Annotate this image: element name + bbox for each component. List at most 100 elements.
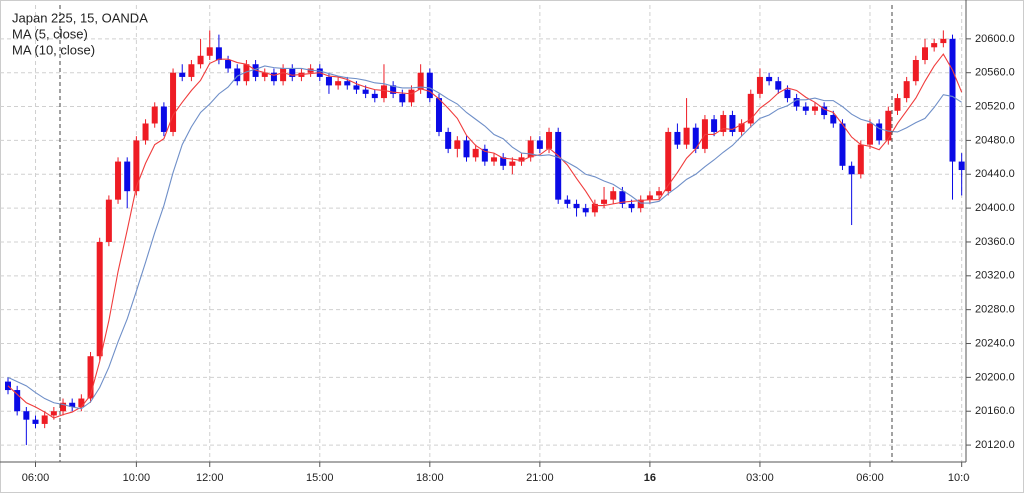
- candle-body: [188, 64, 195, 77]
- candle-body: [720, 115, 727, 132]
- x-tick-label: 10:00: [948, 472, 976, 484]
- candle-body: [289, 68, 296, 77]
- candle-body: [142, 123, 149, 141]
- candle-body: [674, 131, 681, 145]
- candle-body: [582, 208, 589, 213]
- candle-body: [69, 402, 76, 407]
- candle-body: [234, 68, 241, 82]
- candle-body: [105, 199, 112, 242]
- legend-entry: MA (5, close): [12, 26, 88, 41]
- candle-body: [23, 411, 30, 420]
- candle-body: [325, 76, 332, 86]
- ma-line: [7, 53, 963, 419]
- candle-body: [371, 93, 378, 99]
- y-tick-label: 20280.0: [975, 304, 1015, 316]
- y-tick-label: 20360.0: [975, 236, 1015, 248]
- candle-body: [711, 119, 718, 132]
- x-tick-label: 03:00: [746, 472, 774, 484]
- y-tick-label: 20160.0: [975, 405, 1015, 417]
- candle-body: [527, 140, 534, 158]
- candle-body: [160, 106, 167, 132]
- candle-body: [215, 47, 222, 61]
- legend-entry: MA (10, close): [12, 42, 95, 57]
- x-tick-label: 12:00: [196, 472, 224, 484]
- candle-body: [344, 81, 351, 86]
- candle-body: [225, 60, 232, 69]
- candle-body: [692, 127, 699, 149]
- candle-body: [197, 55, 204, 65]
- candle-body: [848, 165, 855, 175]
- candle-body: [353, 85, 360, 90]
- candle-body: [894, 98, 901, 111]
- y-tick-label: 20440.0: [975, 168, 1015, 180]
- candle-body: [179, 72, 186, 77]
- y-tick-label: 20480.0: [975, 134, 1015, 146]
- candle-body: [14, 390, 21, 412]
- x-tick-label: 18:00: [416, 472, 444, 484]
- candle-body: [243, 64, 250, 82]
- candle-body: [536, 140, 543, 149]
- candle-body: [509, 161, 516, 166]
- candle-body: [60, 402, 67, 412]
- candle-body: [380, 85, 387, 99]
- candle-body: [738, 123, 745, 132]
- candle-body: [756, 76, 763, 94]
- candle-body: [802, 106, 809, 111]
- candle-body: [949, 38, 956, 162]
- candle-body: [390, 85, 397, 94]
- x-tick-label: 16: [644, 472, 656, 484]
- y-tick-label: 20560.0: [975, 67, 1015, 79]
- candle-body: [426, 72, 433, 99]
- candle-body: [481, 148, 488, 162]
- y-tick-label: 20320.0: [975, 270, 1015, 282]
- candle-body: [821, 106, 828, 116]
- candle-body: [811, 106, 818, 111]
- candle-body: [766, 76, 773, 82]
- candle-body: [5, 381, 11, 391]
- candle-body: [866, 123, 873, 145]
- candle-body: [500, 157, 507, 166]
- candle-body: [857, 144, 864, 175]
- candle-body: [793, 98, 800, 107]
- candle-body: [903, 81, 910, 99]
- candle-body: [729, 115, 736, 132]
- candle-body: [885, 110, 892, 141]
- candle-body: [637, 199, 644, 209]
- y-tick-label: 20240.0: [975, 337, 1015, 349]
- candle-body: [601, 199, 608, 204]
- candle-body: [335, 81, 342, 86]
- candle-body: [940, 38, 947, 44]
- candle-body: [491, 157, 498, 162]
- x-tick-label: 15:00: [306, 472, 334, 484]
- x-tick-label: 21:00: [526, 472, 554, 484]
- candle-body: [747, 93, 754, 124]
- candle-body: [958, 161, 965, 171]
- y-tick-label: 20600.0: [975, 33, 1015, 45]
- candle-body: [32, 419, 39, 424]
- candle-body: [270, 72, 277, 82]
- candle-body: [931, 43, 938, 48]
- candle-body: [876, 123, 883, 141]
- candle-body: [417, 72, 424, 90]
- x-tick-label: 06:00: [22, 472, 50, 484]
- candle-body: [784, 89, 791, 99]
- candle-body: [472, 148, 479, 158]
- candle-body: [839, 123, 846, 166]
- candle-body: [775, 81, 782, 90]
- candle-body: [96, 241, 103, 357]
- candle-body: [50, 411, 57, 416]
- candle-body: [115, 161, 122, 200]
- candle-body: [408, 89, 415, 103]
- candle-body: [151, 106, 158, 124]
- ma-line: [7, 65, 962, 410]
- y-tick-label: 20400.0: [975, 202, 1015, 214]
- candle-body: [555, 131, 562, 200]
- candle-body: [656, 191, 663, 196]
- y-tick-label: 20520.0: [975, 100, 1015, 112]
- candle-body: [619, 191, 626, 204]
- candle-body: [435, 98, 442, 132]
- candle-body: [261, 72, 268, 77]
- candle-body: [573, 203, 580, 209]
- candle-body: [665, 131, 672, 192]
